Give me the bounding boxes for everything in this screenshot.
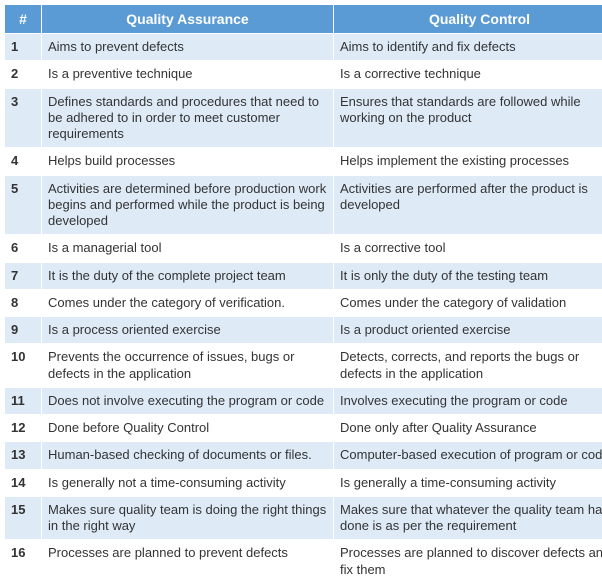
qa-cell: Activities are determined before product…: [42, 175, 334, 235]
qc-cell: Is a corrective technique: [334, 61, 602, 88]
qa-cell: Helps build processes: [42, 148, 334, 175]
row-number: 12: [5, 415, 42, 442]
row-number: 16: [5, 540, 42, 584]
qa-cell: Aims to prevent defects: [42, 34, 334, 61]
row-number: 14: [5, 469, 42, 496]
table-row: 14Is generally not a time-consuming acti…: [5, 469, 602, 496]
table-row: 8Comes under the category of verificatio…: [5, 289, 602, 316]
qc-cell: Is generally a time-consuming activity: [334, 469, 602, 496]
row-number: 6: [5, 235, 42, 262]
qc-cell: It is only the duty of the testing team: [334, 262, 602, 289]
table-row: 6Is a managerial toolIs a corrective too…: [5, 235, 602, 262]
qc-cell: Is a corrective tool: [334, 235, 602, 262]
table-row: 12Done before Quality ControlDone only a…: [5, 415, 602, 442]
qa-cell: Is a managerial tool: [42, 235, 334, 262]
qa-cell: Prevents the occurrence of issues, bugs …: [42, 344, 334, 388]
qa-cell: Is generally not a time-consuming activi…: [42, 469, 334, 496]
qc-cell: Aims to identify and fix defects: [334, 34, 602, 61]
qc-cell: Helps implement the existing processes: [334, 148, 602, 175]
header-qa: Quality Assurance: [42, 5, 334, 34]
table-row: 16Processes are planned to prevent defec…: [5, 540, 602, 584]
table-body: 1Aims to prevent defectsAims to identify…: [5, 34, 602, 584]
table-row: 7It is the duty of the complete project …: [5, 262, 602, 289]
table-row: 2Is a preventive techniqueIs a correctiv…: [5, 61, 602, 88]
header-qc: Quality Control: [334, 5, 602, 34]
qc-cell: Is a product oriented exercise: [334, 317, 602, 344]
table-row: 13Human-based checking of documents or f…: [5, 442, 602, 469]
table-row: 15Makes sure quality team is doing the r…: [5, 496, 602, 540]
qc-cell: Detects, corrects, and reports the bugs …: [334, 344, 602, 388]
qa-cell: Human-based checking of documents or fil…: [42, 442, 334, 469]
qc-cell: Activities are performed after the produ…: [334, 175, 602, 235]
table-row: 5Activities are determined before produc…: [5, 175, 602, 235]
table-row: 3Defines standards and procedures that n…: [5, 88, 602, 148]
qa-cell: Is a preventive technique: [42, 61, 334, 88]
row-number: 7: [5, 262, 42, 289]
header-row: # Quality Assurance Quality Control: [5, 5, 602, 34]
qc-cell: Comes under the category of validation: [334, 289, 602, 316]
row-number: 8: [5, 289, 42, 316]
qc-cell: Ensures that standards are followed whil…: [334, 88, 602, 148]
qa-cell: Comes under the category of verification…: [42, 289, 334, 316]
qa-cell: It is the duty of the complete project t…: [42, 262, 334, 289]
qa-qc-comparison-table: # Quality Assurance Quality Control 1Aim…: [4, 4, 602, 584]
table-row: 11Does not involve executing the program…: [5, 387, 602, 414]
table-row: 4Helps build processesHelps implement th…: [5, 148, 602, 175]
table-row: 1Aims to prevent defectsAims to identify…: [5, 34, 602, 61]
qa-cell: Done before Quality Control: [42, 415, 334, 442]
row-number: 1: [5, 34, 42, 61]
header-number: #: [5, 5, 42, 34]
table-row: 10Prevents the occurrence of issues, bug…: [5, 344, 602, 388]
qa-cell: Makes sure quality team is doing the rig…: [42, 496, 334, 540]
row-number: 5: [5, 175, 42, 235]
qc-cell: Makes sure that whatever the quality tea…: [334, 496, 602, 540]
qa-cell: Does not involve executing the program o…: [42, 387, 334, 414]
qc-cell: Involves executing the program or code: [334, 387, 602, 414]
row-number: 3: [5, 88, 42, 148]
row-number: 13: [5, 442, 42, 469]
row-number: 4: [5, 148, 42, 175]
qc-cell: Processes are planned to discover defect…: [334, 540, 602, 584]
row-number: 15: [5, 496, 42, 540]
row-number: 2: [5, 61, 42, 88]
qa-cell: Processes are planned to prevent defects: [42, 540, 334, 584]
table-row: 9Is a process oriented exerciseIs a prod…: [5, 317, 602, 344]
qc-cell: Computer-based execution of program or c…: [334, 442, 602, 469]
qc-cell: Done only after Quality Assurance: [334, 415, 602, 442]
qa-cell: Is a process oriented exercise: [42, 317, 334, 344]
row-number: 10: [5, 344, 42, 388]
qa-cell: Defines standards and procedures that ne…: [42, 88, 334, 148]
row-number: 11: [5, 387, 42, 414]
row-number: 9: [5, 317, 42, 344]
